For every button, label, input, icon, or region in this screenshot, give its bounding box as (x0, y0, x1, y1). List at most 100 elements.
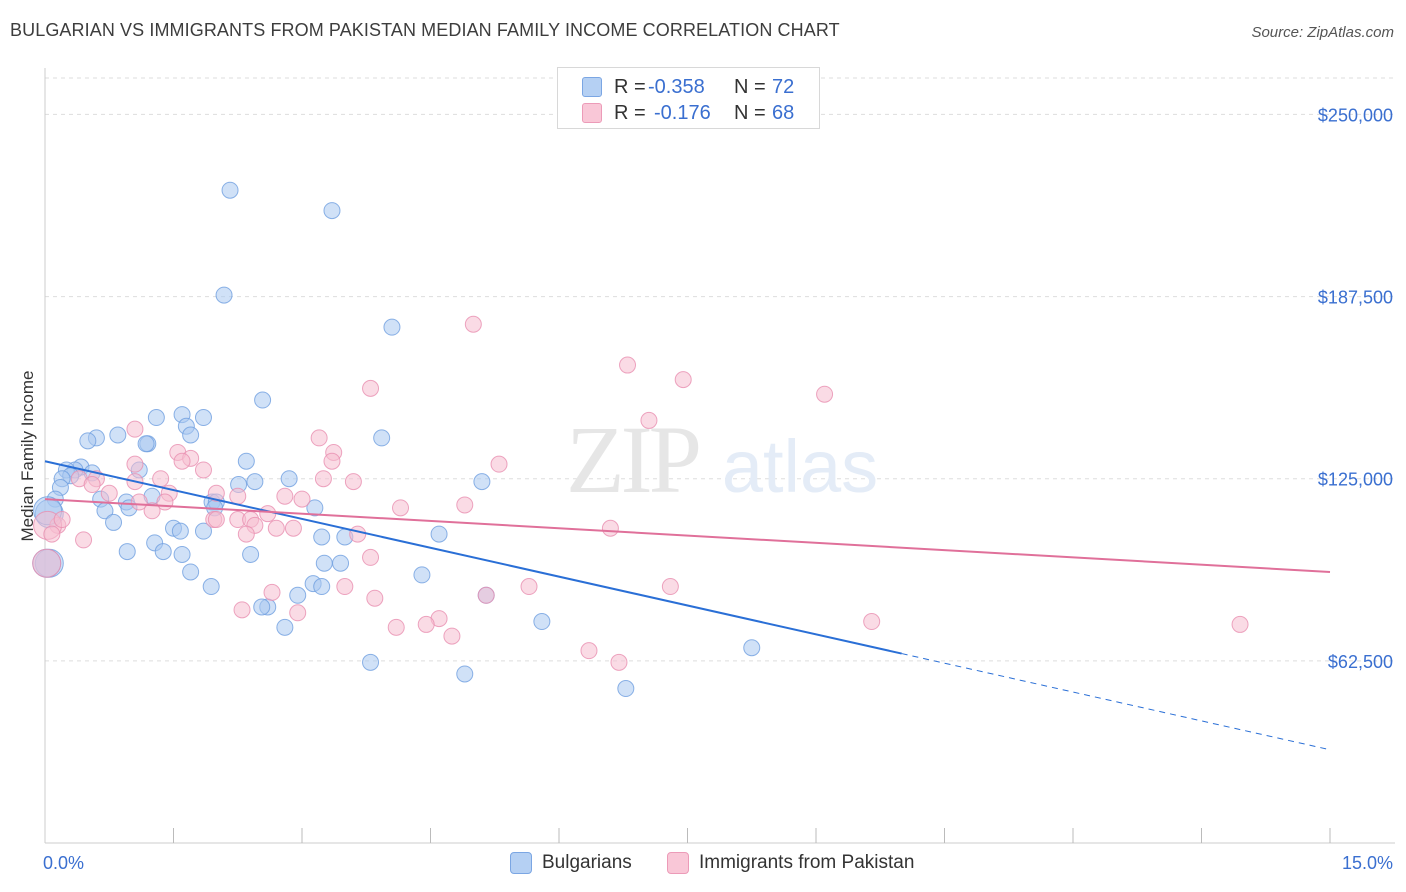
pakistan-point (661, 578, 679, 596)
legend-r-value: -0.358 (648, 76, 705, 98)
pakistan-point (32, 548, 62, 578)
data-points (32, 181, 1249, 698)
source-label: Source: ZipAtlas.com (1251, 24, 1394, 41)
watermark: ZIP atlas (566, 406, 878, 513)
pakistan-point (520, 578, 538, 596)
pakistan-point (126, 420, 144, 438)
pakistan-point (43, 525, 61, 543)
correlation-legend: R = -0.358 N = 72 R = -0.176 N = 68 (557, 67, 820, 129)
legend-swatch-pink (667, 852, 689, 874)
legend-r-label: R = (614, 76, 646, 98)
pakistan-point (152, 470, 170, 488)
pakistan-point (237, 525, 255, 543)
legend-swatch-blue (510, 852, 532, 874)
bulgarian-point (154, 543, 172, 561)
bulgarian-point (215, 286, 233, 304)
pakistan-point (207, 511, 225, 529)
pakistan-point (366, 589, 384, 607)
pakistan-point (100, 484, 118, 502)
bulgarian-point (182, 563, 200, 581)
bulgarian-point (237, 452, 255, 470)
pakistan-trend-line (44, 498, 1331, 573)
bulgarian-point (242, 545, 260, 563)
pakistan-point (53, 511, 71, 529)
pakistan-point (601, 519, 619, 537)
y-tick-label: $187,500 (1318, 288, 1393, 308)
pakistan-point (194, 461, 212, 479)
bulgarian-point (254, 391, 272, 409)
legend-swatch-blue (582, 77, 602, 97)
pakistan-point (490, 455, 508, 473)
bulgarian-point (109, 426, 127, 444)
axis-labels: $62,500 $125,000 $187,500 $250,000 0.0% 15.0%… (18, 105, 1393, 873)
bulgarian-point (332, 554, 350, 572)
bulgarian-point (221, 181, 239, 199)
bulgarian-point (253, 598, 271, 616)
y-tick-label: $62,500 (1328, 652, 1393, 672)
pakistan-point (674, 371, 692, 389)
pakistan-point (126, 455, 144, 473)
pakistan-point (267, 519, 285, 537)
bulgarian-point (430, 525, 448, 543)
legend-n-label: N = (734, 102, 766, 124)
bulgarian-point (473, 473, 491, 491)
bulgarian-point (413, 566, 431, 584)
bulgarian-point (362, 653, 380, 671)
pakistan-point (143, 502, 161, 520)
bulgarian-point (383, 318, 401, 336)
bulgarian-point (182, 426, 200, 444)
x-tick-label: 0.0% (43, 853, 84, 873)
pakistan-point (1231, 615, 1249, 633)
pakistan-point (259, 505, 277, 523)
bulgarian-point (194, 409, 212, 427)
bulgarian-point (373, 429, 391, 447)
bulgarian-point (313, 578, 331, 596)
watermark-atlas: atlas (722, 425, 878, 508)
pakistan-point (75, 531, 93, 549)
bulgarian-point (147, 409, 165, 427)
legend-label: Bulgarians (542, 852, 632, 873)
grid-lines (45, 77, 1395, 662)
bulgarian-point (617, 680, 635, 698)
pakistan-point (293, 490, 311, 508)
legend-swatch-pink (582, 103, 602, 123)
x-tick-label: 15.0% (1342, 853, 1393, 873)
pakistan-point (284, 519, 302, 537)
pakistan-point (233, 601, 251, 619)
y-tick-label: $125,000 (1318, 470, 1393, 490)
bulgarian-point (289, 586, 307, 604)
bulgarian-point (173, 545, 191, 563)
bulgarian-point (137, 435, 155, 453)
bulgarian-point (533, 613, 551, 631)
pakistan-point (336, 578, 354, 596)
pakistan-point (640, 411, 658, 429)
legend-n-label: N = (734, 76, 766, 98)
bulgarian-point (743, 639, 761, 657)
pakistan-point (323, 452, 341, 470)
pakistan-point (456, 496, 474, 514)
y-axis-label: Median Family Income (18, 370, 37, 541)
bulgarian-point (246, 473, 264, 491)
bulgarian-point (79, 432, 97, 450)
pakistan-point (314, 470, 332, 488)
bulgarian-point (118, 543, 136, 561)
pakistan-point (289, 604, 307, 622)
pakistan-point (362, 379, 380, 397)
pakistan-point (207, 484, 225, 502)
bulgarian-point (202, 578, 220, 596)
pakistan-point (610, 653, 628, 671)
trend-lines (44, 460, 1331, 751)
legend-r-label: R = (614, 102, 646, 124)
bulgarian-trend-line (44, 460, 902, 655)
pakistan-point (443, 627, 461, 645)
pakistan-point (349, 525, 367, 543)
bulgarian-point (105, 513, 123, 531)
bulgarian-point (171, 522, 189, 540)
bulgarian-point (313, 528, 331, 546)
pakistan-point (83, 476, 101, 494)
watermark-zip: ZIP (566, 406, 699, 513)
pakistan-point (130, 493, 148, 511)
pakistan-point (580, 642, 598, 660)
pakistan-point (387, 618, 405, 636)
